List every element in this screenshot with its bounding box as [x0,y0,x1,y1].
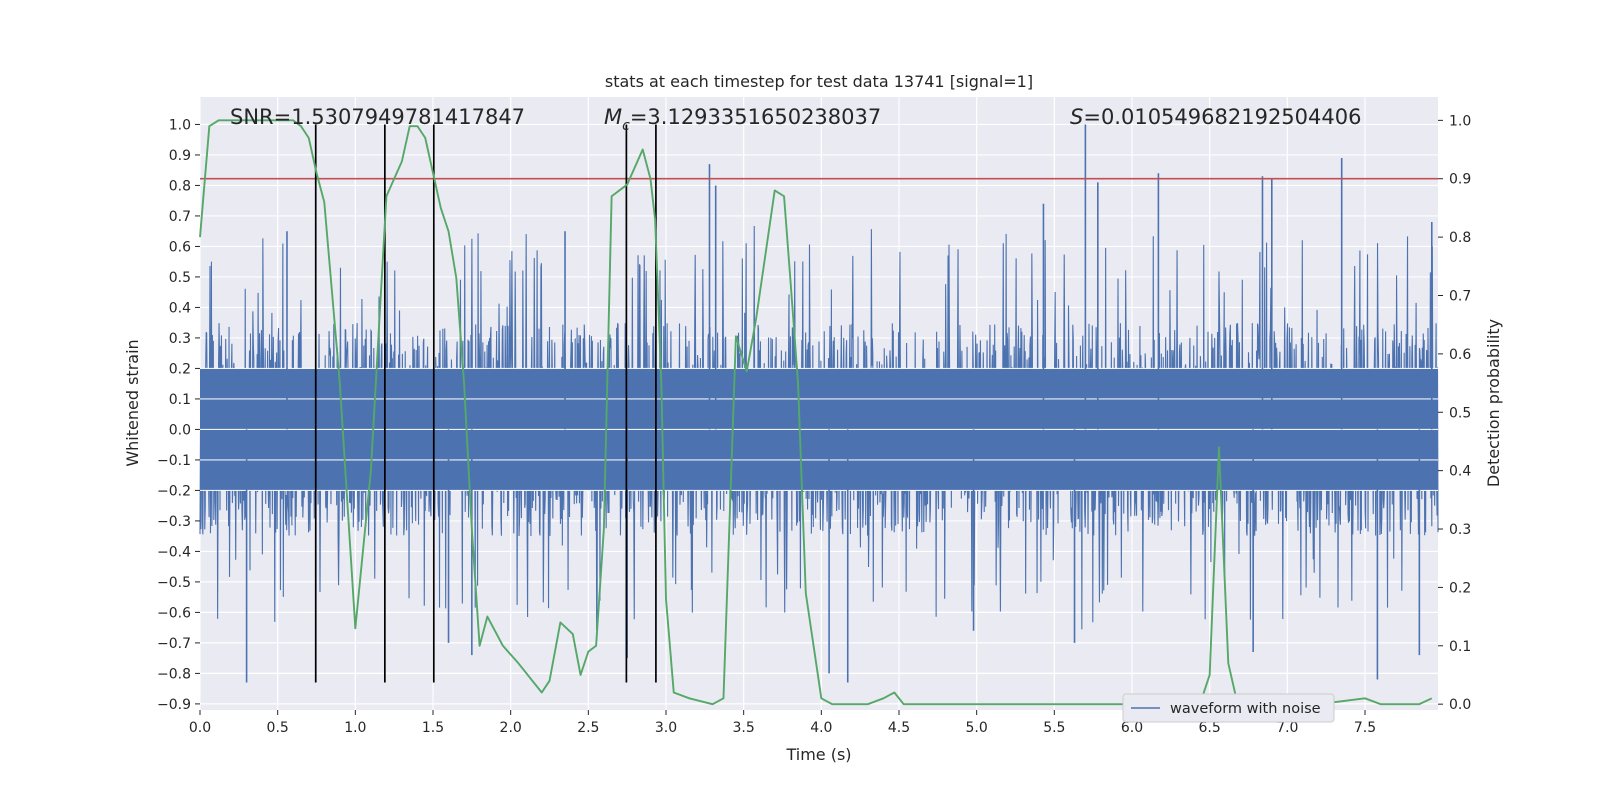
x-tick-label-5: 2.5 [577,720,599,736]
s-symbol: S [1070,105,1083,129]
y2-tick-label-0: 1.0 [1449,113,1471,129]
x-tick-label-13: 6.5 [1199,720,1221,736]
y2-tick-label-3: 0.7 [1449,288,1471,304]
waveform-series [199,124,1439,683]
y-tick-label-9: 0.1 [169,392,191,408]
y-tick-label-4: 0.6 [169,239,191,255]
x-tick-label-6: 3.0 [655,720,677,736]
x-ticks: 0.0 0.5 1.0 1.5 2.0 2.5 3.0 3.5 4.0 4.5 5.0 5.5 6.0 6… [189,710,1376,736]
x-tick-label-9: 4.5 [888,720,910,736]
s-value: =0.010549682192504406 [1083,105,1361,129]
y-tick-label-2: 0.8 [169,178,191,194]
x-tick-label-8: 4.0 [810,720,832,736]
y2-tick-label-1: 0.9 [1449,172,1471,188]
y2-tick-label-8: 0.2 [1449,580,1471,596]
y-tick-label-10: 0.0 [169,422,191,438]
y2-tick-label-6: 0.4 [1449,464,1471,480]
y-tick-label-19: −0.9 [157,697,191,713]
legend: waveform with noise [1122,693,1335,723]
legend-box [1122,693,1335,723]
chirp-mass-symbol: M [604,105,622,129]
x-tick-label-2: 1.0 [344,720,366,736]
y-tick-label-0: 1.0 [169,117,191,133]
s-annotation: S=0.010549682192504406 [1070,105,1361,129]
x-tick-label-11: 5.5 [1043,720,1065,736]
y2-tick-label-9: 0.1 [1449,639,1471,655]
y2-tick-label-10: 0.0 [1449,697,1471,713]
chirp-mass-value: =3.1293351650238037 [630,105,881,129]
y-tick-label-3: 0.7 [169,209,191,225]
x-tick-label-10: 5.0 [966,720,988,736]
x-tick-label-12: 6.0 [1121,720,1143,736]
y-tick-label-7: 0.3 [169,331,191,347]
chart-title: stats at each timestep for test data 137… [605,72,1033,91]
x-tick-label-14: 7.0 [1276,720,1298,736]
y2-tick-label-4: 0.6 [1449,347,1471,363]
y-tick-label-5: 0.5 [169,270,191,286]
y-tick-label-6: 0.4 [169,300,191,316]
snr-annotation: SNR=1.5307949781417847 [230,105,525,129]
y-ticks: 1.0 0.9 0.8 0.7 0.6 0.5 0.4 0.3 0.2 0.1 0.0 −0.1 −0.… [157,117,200,713]
y-tick-label-14: −0.4 [157,544,191,560]
y-tick-label-16: −0.6 [157,605,191,621]
chirp-mass-annotation: Mc=3.1293351650238037 [604,105,881,134]
y-tick-label-1: 0.9 [169,148,191,164]
y-tick-label-18: −0.8 [157,666,191,682]
y2-tick-label-2: 0.8 [1449,230,1471,246]
y-axis-title: Whitened strain [123,339,142,466]
y-tick-label-12: −0.2 [157,483,191,499]
y-tick-label-8: 0.2 [169,361,191,377]
x-tick-label-0: 0.0 [189,720,211,736]
chirp-mass-subscript: c [622,118,630,134]
y-tick-label-11: −0.1 [157,453,191,469]
x-tick-label-3: 1.5 [422,720,444,736]
y-tick-label-17: −0.7 [157,636,191,652]
y2-ticks: 1.0 0.9 0.8 0.7 0.6 0.5 0.4 0.3 0.2 0.1 0.0 [1438,113,1471,713]
y2-tick-label-7: 0.3 [1449,522,1471,538]
legend-label-waveform: waveform with noise [1170,701,1321,717]
x-tick-label-4: 2.0 [500,720,522,736]
x-tick-label-1: 0.5 [267,720,289,736]
x-axis-title: Time (s) [785,745,851,764]
y-tick-label-15: −0.5 [157,575,191,591]
x-tick-label-7: 3.5 [733,720,755,736]
y2-axis-title: Detection probability [1484,319,1503,487]
y-tick-label-13: −0.3 [157,514,191,530]
x-tick-label-15: 7.5 [1354,720,1376,736]
y2-tick-label-5: 0.5 [1449,405,1471,421]
